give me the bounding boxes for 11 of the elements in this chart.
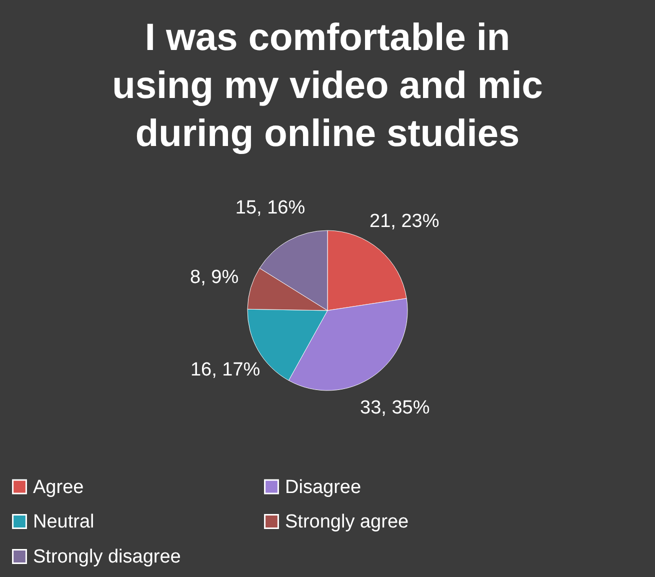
data-label: 21, 23%: [369, 210, 440, 232]
legend-label: Strongly disagree: [33, 546, 181, 568]
data-label: 15, 16%: [235, 197, 306, 218]
legend-label: Agree: [33, 476, 84, 498]
data-label: 16, 17%: [190, 360, 260, 380]
legend-label: Neutral: [33, 512, 94, 532]
legend-label: Disagree: [285, 476, 362, 498]
legend-label: Strongly agree: [285, 512, 409, 532]
chart-title: I was comfortable in using my video and mic during online studies: [112, 17, 543, 155]
data-label: 33, 35%: [360, 397, 430, 418]
data-label: 8, 9%: [190, 267, 239, 288]
